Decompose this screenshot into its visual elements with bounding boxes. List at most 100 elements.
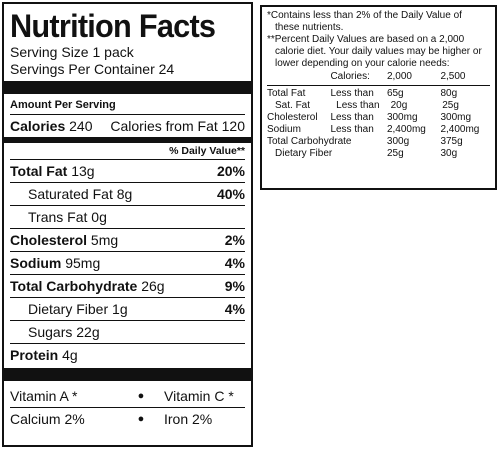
daily-values-table-header: Calories: 2,000 2,500 (267, 71, 490, 83)
footnote-line: calorie diet. Your daily values may be h… (275, 46, 482, 57)
vitamin-row: Vitamin A * ● Vitamin C * (10, 385, 245, 407)
nutrient-row-protein: Protein 4g (10, 344, 245, 366)
nutrient-row-total-fat: Total Fat 13g 20% (10, 160, 245, 182)
table-nutrient: Total Fat (267, 88, 306, 99)
table-value-2500: 30g (440, 148, 458, 159)
divider (10, 297, 245, 298)
table-row: Total Carbohydrate 300g 375g (267, 136, 490, 148)
calories-row: Calories 240 Calories from Fat 120 (10, 115, 245, 137)
nutrient-row-cholesterol: Cholesterol 5mg 2% (10, 229, 245, 251)
table-nutrient: Sat. Fat (275, 100, 311, 111)
column-2500: 2,500 (440, 71, 466, 82)
nutrient-label: Saturated Fat (28, 186, 113, 202)
divider (10, 274, 245, 275)
nutrient-row-total-carbohydrate: Total Carbohydrate 26g 9% (10, 275, 245, 297)
medium-divider (4, 137, 251, 143)
table-value-2000: 25g (386, 148, 404, 159)
nutrient-amount: 5mg (90, 232, 119, 248)
nutrient-percent: 4% (224, 255, 245, 271)
divider (10, 407, 245, 408)
nutrient-amount: 26g (141, 278, 165, 294)
table-value-2500: 25g (442, 100, 459, 111)
nutrient-percent: 40% (216, 186, 245, 202)
bullet-icon: ● (137, 390, 145, 402)
nutrient-amount: 95mg (65, 255, 101, 271)
table-row: Sat. Fat Less than 20g 25g (267, 100, 490, 112)
nutrient-amount: 1g (112, 301, 128, 317)
thick-divider (4, 81, 251, 94)
footnote-panel: *Contains less than 2% of the Daily Valu… (260, 5, 497, 190)
calories-header: Calories: (330, 71, 370, 82)
nutrient-label: Total Carbohydrate (10, 278, 138, 294)
nutrient-label: Trans Fat (28, 209, 88, 225)
nutrient-amount: 0g (91, 209, 107, 225)
divider (10, 182, 245, 183)
divider (10, 159, 245, 160)
daily-value-header: % Daily Value** (169, 145, 245, 157)
nutrition-facts-panel: Nutrition Facts Serving Size 1 pack Serv… (2, 2, 253, 447)
nutrient-label: Sodium (10, 255, 62, 271)
nutrient-label: Cholesterol (10, 232, 88, 248)
footnote-line: **Percent Daily Values are based on a 2,… (267, 34, 465, 45)
nutrient-row-sodium: Sodium 95mg 4% (10, 252, 245, 274)
nutrient-label: Protein (10, 347, 59, 363)
divider (10, 228, 245, 229)
table-value-2000: 300g (386, 136, 410, 147)
table-nutrient: Dietary Fiber (275, 148, 333, 159)
table-less-than: Less than (336, 100, 380, 111)
table-value-2500: 2,400mg (440, 124, 480, 135)
bullet-icon: ● (137, 413, 145, 425)
nutrient-row-dietary-fiber: Dietary Fiber 1g 4% (10, 298, 245, 320)
table-value-2500: 80g (440, 88, 458, 99)
nutrient-amount: 13g (71, 163, 95, 179)
table-row: Total Fat Less than 65g 80g (267, 88, 490, 100)
thick-divider (4, 368, 251, 381)
nutrient-percent: 2% (224, 232, 245, 248)
nutrient-row-saturated-fat: Saturated Fat 8g 40% (10, 183, 245, 205)
calories-label: Calories (10, 118, 66, 134)
divider (10, 320, 245, 321)
nutrient-percent: 20% (216, 163, 245, 179)
divider (10, 114, 245, 115)
serving-size: Serving Size 1 pack (10, 44, 134, 60)
column-2000: 2,000 (386, 71, 412, 82)
divider (10, 343, 245, 344)
table-value-2500: 375g (440, 136, 463, 147)
calories-from-fat: Calories from Fat 120 (110, 118, 245, 134)
table-nutrient: Total Carbohydrate (267, 136, 352, 147)
nutrient-percent: 9% (224, 278, 245, 294)
vitamin-left: Calcium 2% (10, 411, 85, 427)
calories-value: 240 (69, 118, 93, 134)
table-nutrient: Sodium (267, 124, 301, 135)
nutrient-amount: 4g (62, 347, 78, 363)
table-less-than: Less than (330, 112, 374, 123)
nutrient-amount: 22g (76, 324, 100, 340)
table-row: Sodium Less than 2,400mg 2,400mg (267, 124, 490, 136)
nutrient-label: Sugars (28, 324, 73, 340)
divider (10, 251, 245, 252)
table-value-2000: 65g (386, 88, 404, 99)
calories-cell: Calories 240 (10, 115, 93, 137)
vitamin-row: Calcium 2% ● Iron 2% (10, 408, 245, 430)
servings-per-container: Servings Per Container 24 (10, 61, 175, 77)
vitamin-left: Vitamin A * (10, 388, 78, 404)
footnote-line: lower depending on your calorie needs: (275, 58, 450, 69)
table-nutrient: Cholesterol (267, 112, 318, 123)
amount-per-serving: Amount Per Serving (10, 99, 116, 111)
footnote-line: *Contains less than 2% of the Daily Valu… (267, 10, 462, 21)
divider (267, 85, 490, 86)
footnote-line: these nutrients. (275, 22, 344, 33)
table-value-2000: 300mg (386, 112, 418, 123)
nutrient-label: Dietary Fiber (28, 301, 109, 317)
table-row: Cholesterol Less than 300mg 300mg (267, 112, 490, 124)
nutrient-amount: 8g (116, 186, 133, 202)
table-less-than: Less than (330, 88, 374, 99)
label-title: Nutrition Facts (10, 8, 216, 44)
nutrient-row-sugars: Sugars 22g (10, 321, 245, 343)
vitamin-right: Iron 2% (164, 411, 213, 427)
table-value-2000: 20g (390, 100, 408, 111)
table-value-2500: 300mg (440, 112, 472, 123)
divider (10, 205, 245, 206)
table-value-2000: 2,400mg (386, 124, 426, 135)
nutrient-row-trans-fat: Trans Fat 0g (10, 206, 245, 228)
